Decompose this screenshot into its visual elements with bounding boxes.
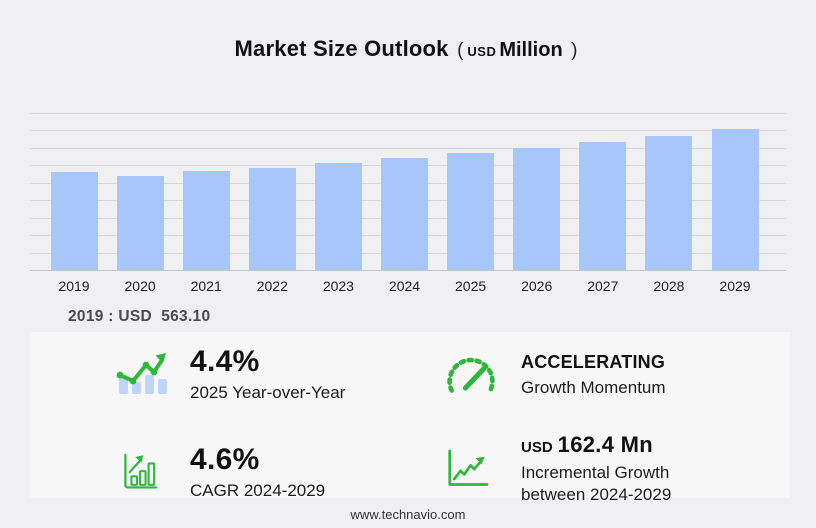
x-axis-label-2026: 2026 xyxy=(521,278,553,294)
page-title: Market Size Outlook (USD Million ) xyxy=(0,36,816,62)
footer-url: www.technavio.com xyxy=(350,507,466,522)
stat-momentum-label: Growth Momentum xyxy=(521,378,666,397)
stat-momentum-value: ACCELERATING xyxy=(521,352,666,372)
axes-growth-arrow-icon xyxy=(445,448,489,489)
stat-momentum: ACCELERATING Growth Momentum xyxy=(445,351,666,398)
outlined-bars-arrow-icon xyxy=(122,451,158,493)
stats-panel xyxy=(30,332,790,498)
title-paren-open: ( xyxy=(457,40,464,61)
stat-incremental-currency: USD xyxy=(521,439,553,456)
stat-yoy-label: 2025 Year-over-Year xyxy=(190,383,346,402)
x-axis-label-2021: 2021 xyxy=(190,278,222,294)
bar-trend-up-icon xyxy=(112,350,174,398)
stat-cagr-value: 4.6% xyxy=(190,443,260,476)
title-main: Market Size Outlook xyxy=(234,36,449,61)
bar-2020 xyxy=(116,175,164,270)
x-axis-label-2029: 2029 xyxy=(719,278,751,294)
stat-incremental-label-line2: between 2024-2029 xyxy=(521,485,672,504)
stat-incremental-value: USD 162.4 Mn xyxy=(521,432,654,457)
gridline xyxy=(30,147,786,149)
stat-incremental: USD 162.4 Mn Incremental Growth between 2… xyxy=(445,432,671,505)
x-axis-label-2027: 2027 xyxy=(587,278,619,294)
x-axis-line xyxy=(30,270,786,271)
gridline xyxy=(30,130,786,132)
stat-yoy: 4.4% 2025 Year-over-Year xyxy=(112,345,345,403)
bar-2026 xyxy=(513,147,561,270)
title-paren-close: ) xyxy=(571,40,578,61)
stat-incremental-label-line1: Incremental Growth xyxy=(521,463,670,482)
x-axis-label-2024: 2024 xyxy=(388,278,421,294)
bar-2025 xyxy=(447,152,495,270)
x-axis-label-2019: 2019 xyxy=(58,278,90,294)
speedometer-icon xyxy=(445,353,497,397)
x-axis-label-2023: 2023 xyxy=(322,278,354,294)
bar-chart-plot: 2019 2020 2021 2022 2023 2024 2025 2026 2027 2028… xyxy=(30,113,786,294)
bar-2023 xyxy=(314,163,362,270)
x-axis-label-2025: 2025 xyxy=(455,278,487,294)
stat-cagr-label: CAGR 2024-2029 xyxy=(190,481,326,500)
bar-2024 xyxy=(381,157,428,270)
bar-2022 xyxy=(248,168,296,270)
title-unit-currency: USD xyxy=(467,44,497,59)
x-axis-label-2022: 2022 xyxy=(256,278,288,294)
stat-cagr: 4.6% CAGR 2024-2029 xyxy=(122,443,325,501)
bar-2029 xyxy=(711,129,759,270)
title-unit-scale: Million xyxy=(499,39,563,61)
base-year-value: 2019 : USD 563.10 xyxy=(68,308,211,325)
gridline xyxy=(30,113,786,114)
x-axis-label-2020: 2020 xyxy=(124,278,156,294)
bar-2021 xyxy=(182,171,230,270)
x-axis-label-2028: 2028 xyxy=(653,278,685,294)
bar-2027 xyxy=(579,142,627,270)
bar-2019 xyxy=(50,171,98,270)
bar-2028 xyxy=(645,135,693,270)
stat-yoy-value: 4.4% xyxy=(190,345,260,378)
